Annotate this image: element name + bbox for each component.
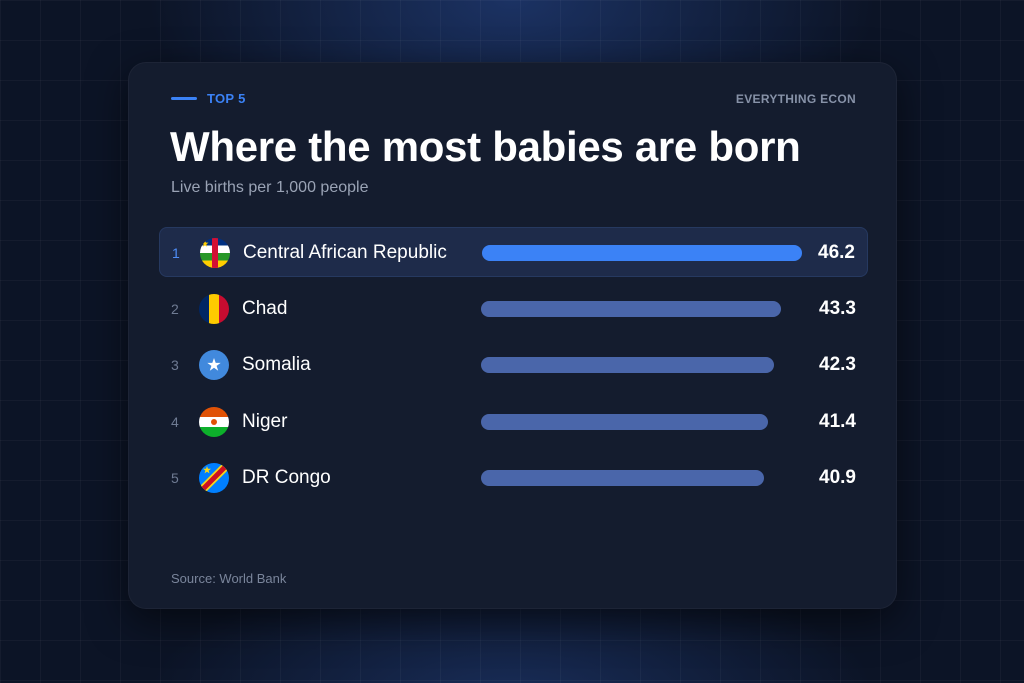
- chad-flag-icon: [199, 293, 229, 324]
- bar: [481, 300, 781, 317]
- bar: [481, 413, 768, 430]
- brand-label: EVERYTHING ECON: [735, 92, 856, 106]
- bar-list: 1 Central African Republic 46.2 2 Chad 43.3 3 S…: [159, 227, 868, 510]
- bar-track: [481, 357, 801, 373]
- drcongo-flag-icon: [199, 463, 229, 493]
- rank-label: 4: [171, 413, 179, 430]
- bar-track: [481, 413, 801, 430]
- bar: [481, 357, 774, 373]
- bar-track: [481, 470, 801, 486]
- eyebrow-label: TOP 5: [207, 91, 246, 106]
- bar: [482, 245, 802, 261]
- value-label: 42.3: [819, 354, 856, 375]
- value-label: 40.9: [819, 467, 856, 488]
- bar-row: 4 Niger 41.4: [159, 397, 868, 447]
- rank-label: 5: [171, 470, 179, 486]
- source-label: Source: World Bank: [171, 571, 287, 586]
- bar-row: 2 Chad 43.3: [159, 284, 868, 334]
- value-label: 41.4: [819, 410, 856, 432]
- rank-label: 1: [172, 245, 180, 261]
- eyebrow: TOP 5: [171, 91, 246, 106]
- value-label: 43.3: [819, 297, 856, 319]
- bar-row: 3 Somalia 42.3: [159, 340, 868, 390]
- bar-row: 5 DR Congo 40.9: [159, 453, 868, 503]
- rank-label: 2: [171, 300, 179, 317]
- niger-flag-icon: [199, 406, 229, 437]
- category-label: Chad: [242, 297, 288, 319]
- category-label: DR Congo: [242, 467, 331, 488]
- chart-subtitle: Live births per 1,000 people: [171, 179, 369, 196]
- category-label: Somalia: [242, 354, 311, 375]
- category-label: Central African Republic: [243, 242, 447, 263]
- bar-row: 1 Central African Republic 46.2: [159, 227, 868, 277]
- value-label: 46.2: [818, 242, 855, 263]
- category-label: Niger: [242, 410, 288, 432]
- rank-label: 3: [171, 357, 179, 373]
- chart-card: TOP 5 EVERYTHING ECON Where the most bab…: [128, 62, 897, 609]
- bar: [481, 470, 765, 486]
- somalia-flag-icon: [199, 350, 229, 380]
- eyebrow-line: [171, 97, 197, 100]
- car-flag-icon: [200, 238, 230, 268]
- chart-title: Where the most babies are born: [170, 123, 801, 170]
- bar-track: [481, 300, 801, 317]
- bar-track: [482, 245, 802, 261]
